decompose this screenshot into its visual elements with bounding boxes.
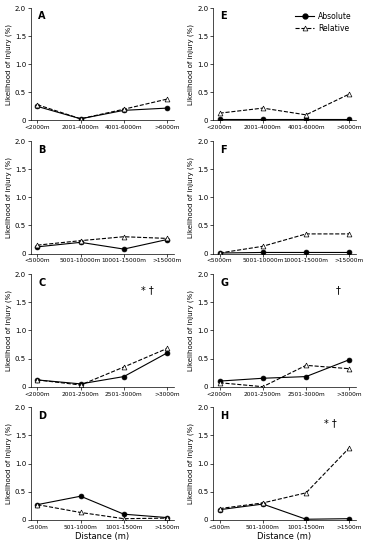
Y-axis label: Likelihood of injury (%): Likelihood of injury (%)	[188, 157, 194, 238]
Text: F: F	[220, 144, 227, 155]
Text: E: E	[220, 11, 227, 21]
Y-axis label: Likelihood of injury (%): Likelihood of injury (%)	[6, 24, 12, 105]
Text: A: A	[38, 11, 46, 21]
Text: H: H	[220, 411, 228, 421]
Text: C: C	[38, 278, 45, 288]
X-axis label: Distance (m): Distance (m)	[258, 532, 312, 542]
Text: * †: * †	[324, 418, 336, 429]
Y-axis label: Likelihood of injury (%): Likelihood of injury (%)	[6, 423, 12, 504]
X-axis label: Distance (m): Distance (m)	[75, 532, 129, 542]
Legend: Absolute, Relative: Absolute, Relative	[295, 12, 352, 33]
Text: G: G	[220, 278, 228, 288]
Y-axis label: Likelihood of injury (%): Likelihood of injury (%)	[188, 290, 194, 371]
Text: †: †	[336, 286, 341, 295]
Text: D: D	[38, 411, 46, 421]
Y-axis label: Likelihood of injury (%): Likelihood of injury (%)	[188, 24, 194, 105]
Text: B: B	[38, 144, 46, 155]
Text: * †: * †	[141, 286, 154, 295]
Y-axis label: Likelihood of injury (%): Likelihood of injury (%)	[6, 290, 12, 371]
Y-axis label: Likelihood of injury (%): Likelihood of injury (%)	[6, 157, 12, 238]
Y-axis label: Likelihood of injury (%): Likelihood of injury (%)	[188, 423, 194, 504]
